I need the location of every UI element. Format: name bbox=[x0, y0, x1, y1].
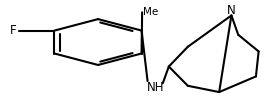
Text: F: F bbox=[10, 24, 17, 37]
Text: Me: Me bbox=[143, 7, 158, 17]
Text: NH: NH bbox=[147, 81, 164, 94]
Text: N: N bbox=[227, 4, 236, 17]
